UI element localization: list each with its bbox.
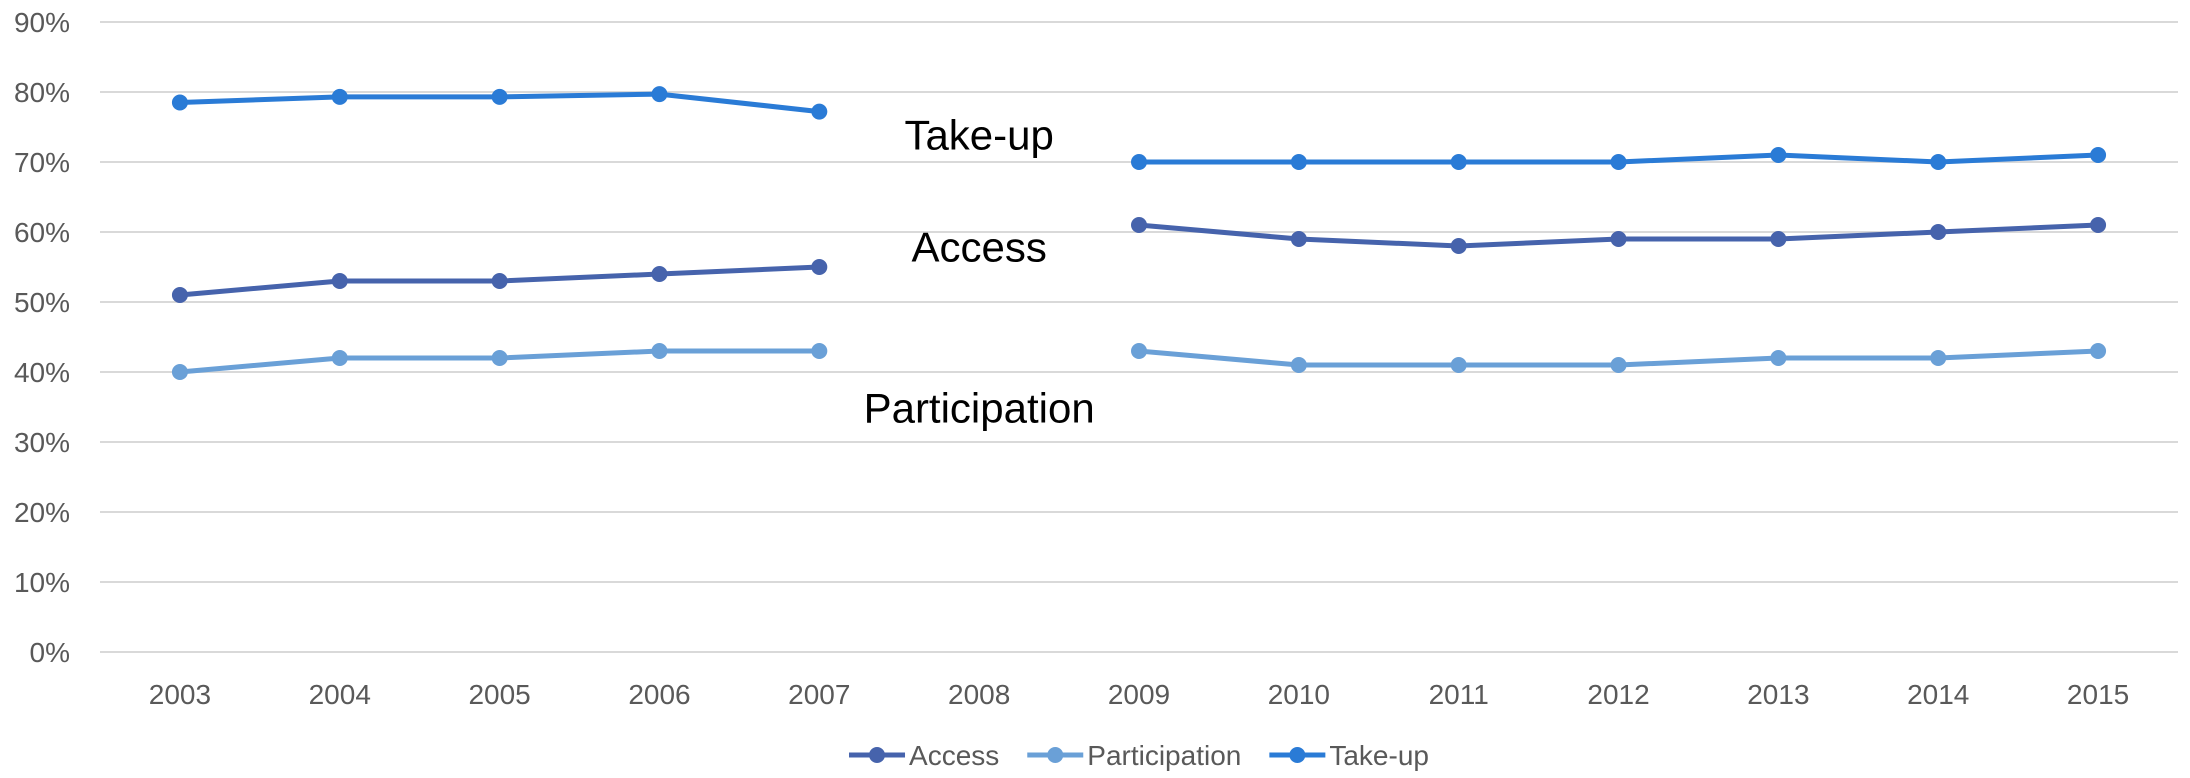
legend-swatch-marker-take-up — [1289, 747, 1306, 763]
data-point-take-up — [651, 86, 668, 103]
x-tick-label: 2004 — [309, 679, 371, 710]
y-tick-label: 80% — [14, 77, 70, 108]
data-point-participation — [171, 364, 188, 380]
x-tick-label: 2009 — [1108, 679, 1170, 710]
y-tick-label: 90% — [14, 7, 70, 38]
data-point-participation — [1450, 357, 1467, 373]
y-tick-label: 60% — [14, 217, 70, 248]
data-point-access — [651, 266, 668, 282]
legend-label-participation: Participation — [1087, 740, 1241, 771]
legend: Access Participation Take-up — [849, 740, 1429, 771]
x-tick-label: 2011 — [1429, 679, 1489, 710]
annotation-take-up: Take-up — [904, 111, 1053, 158]
data-point-participation — [2090, 343, 2107, 359]
data-point-take-up — [811, 103, 828, 120]
annotations: Take-up Access Participation — [864, 111, 1095, 431]
data-point-take-up — [1131, 154, 1147, 170]
x-tick-label: 2015 — [2067, 679, 2129, 710]
gridlines — [100, 21, 2178, 653]
data-point-take-up — [171, 94, 188, 111]
data-point-access — [171, 287, 188, 303]
data-point-take-up — [331, 88, 348, 105]
data-point-access — [1770, 231, 1787, 247]
data-point-take-up — [1930, 154, 1947, 170]
data-point-participation — [1131, 343, 1147, 359]
y-axis-tick-labels: 0% 10% 20% 30% 40% 50% 60% 70% 80% 90% — [14, 7, 70, 668]
annotation-participation: Participation — [864, 384, 1095, 431]
x-tick-label: 2006 — [628, 679, 690, 710]
data-point-participation — [1610, 357, 1627, 373]
x-tick-label: 2014 — [1907, 679, 1969, 710]
data-point-participation — [1770, 350, 1787, 366]
y-tick-label: 0% — [30, 637, 70, 668]
data-point-take-up — [491, 88, 508, 105]
x-tick-label: 2008 — [948, 679, 1010, 710]
data-point-take-up — [1290, 154, 1307, 170]
y-tick-label: 50% — [14, 287, 70, 318]
y-tick-label: 30% — [14, 427, 70, 458]
series-take-up — [171, 86, 2107, 170]
y-tick-label: 10% — [14, 567, 70, 598]
annotation-access: Access — [911, 223, 1046, 270]
data-point-participation — [651, 343, 668, 359]
x-tick-label: 2010 — [1268, 679, 1330, 710]
legend-swatch-marker-participation — [1047, 747, 1064, 763]
data-point-access — [2090, 217, 2107, 233]
data-point-participation — [1290, 357, 1307, 373]
data-point-access — [1450, 238, 1467, 254]
data-point-access — [491, 273, 508, 289]
series-lines — [171, 86, 2107, 380]
data-point-access — [1610, 231, 1627, 247]
data-point-take-up — [1610, 154, 1627, 170]
x-tick-label: 2005 — [468, 679, 530, 710]
x-tick-label: 2007 — [788, 679, 850, 710]
data-point-access — [811, 259, 828, 275]
data-point-take-up — [1770, 147, 1787, 163]
y-tick-label: 40% — [14, 357, 70, 388]
y-tick-label: 70% — [14, 147, 70, 178]
x-tick-label: 2003 — [149, 679, 211, 710]
series-participation — [171, 343, 2107, 380]
data-point-access — [1930, 224, 1947, 240]
legend-swatch-marker-access — [869, 747, 886, 763]
x-tick-label: 2013 — [1747, 679, 1809, 710]
data-point-access — [1131, 217, 1147, 233]
x-axis-tick-labels: 2003 2004 2005 2006 2007 2008 2009 2010 2011 2012… — [149, 679, 2129, 710]
data-point-participation — [1930, 350, 1947, 366]
series-access — [171, 217, 2107, 303]
data-point-participation — [811, 343, 828, 359]
y-tick-label: 20% — [14, 497, 70, 528]
data-point-take-up — [2090, 147, 2107, 163]
data-point-participation — [331, 350, 348, 366]
data-point-access — [1290, 231, 1307, 247]
data-point-participation — [491, 350, 508, 366]
data-point-take-up — [1450, 154, 1467, 170]
legend-label-access: Access — [909, 740, 999, 771]
legend-label-take-up: Take-up — [1329, 740, 1429, 771]
data-point-access — [331, 273, 348, 289]
x-tick-label: 2012 — [1587, 679, 1649, 710]
